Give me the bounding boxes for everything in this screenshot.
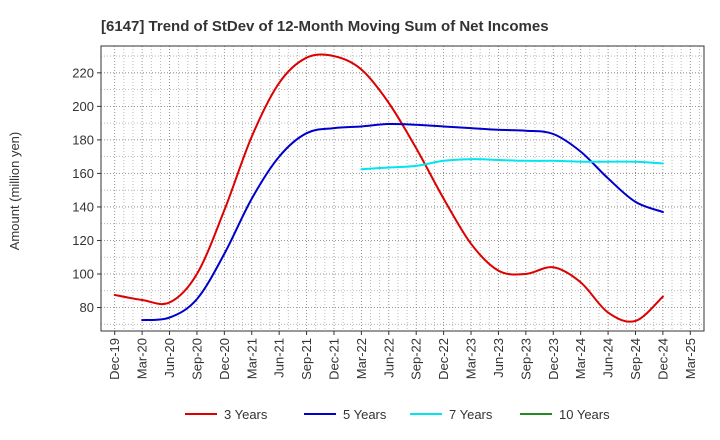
x-tick-label: Sep-24 [628,338,643,380]
x-tick-label: Mar-20 [135,338,150,379]
y-tick-label: 120 [72,233,94,248]
x-tick-label: Sep-20 [189,338,204,380]
x-tick-label: Sep-23 [518,338,533,380]
x-tick-label: Mar-25 [683,338,698,379]
x-tick-label: Sep-22 [409,338,424,380]
legend: 3 Years 5 Years 7 Years 10 Years [185,407,610,422]
y-tick-label: 200 [72,99,94,114]
plot-frame [100,45,705,332]
x-tick-label: Dec-21 [326,338,341,380]
chart-title: [6147] Trend of StDev of 12-Month Moving… [101,18,549,35]
y-tick-label: 220 [72,65,94,80]
legend-label-1: 3 Years [224,407,268,422]
x-tick-label: Jun-23 [491,338,506,378]
y-axis-label: Amount (million yen) [7,132,22,251]
legend-label-2: 5 Years [343,407,387,422]
x-tick-label: Dec-23 [546,338,561,380]
gridlines [101,46,704,331]
x-tick-label: Jun-22 [381,338,396,378]
x-tick-label: Mar-23 [464,338,479,379]
x-tick-label: Mar-21 [244,338,259,379]
x-tick-label: Sep-21 [299,338,314,380]
y-tick-label: 140 [72,199,94,214]
x-axis-ticks: Dec-19 Mar-20 Jun-20 Sep-20 Dec-20 Mar-21 Jun-… [107,331,698,380]
series-line-2 [141,122,664,322]
legend-label-4: 10 Years [559,407,610,422]
y-tick-label: 160 [72,166,94,181]
y-tick-label: 180 [72,132,94,147]
x-tick-label: Mar-24 [573,338,588,379]
series-line-3 [360,158,664,171]
y-tick-label: 80 [80,300,94,315]
series-lines [113,53,664,323]
x-tick-label: Dec-20 [217,338,232,380]
y-axis-ticks: 80 100 120 140 160 180 200 220 [72,65,101,315]
x-tick-label: Jun-21 [272,338,287,378]
x-tick-label: Dec-19 [107,338,122,380]
y-tick-label: 100 [72,267,94,282]
x-tick-label: Dec-24 [655,338,670,380]
x-tick-label: Jun-24 [601,338,616,378]
plot-area [101,46,704,331]
series-line-1 [113,53,664,323]
legend-label-3: 7 Years [449,407,493,422]
x-tick-label: Dec-22 [436,338,451,380]
x-tick-label: Jun-20 [162,338,177,378]
x-tick-label: Mar-22 [354,338,369,379]
